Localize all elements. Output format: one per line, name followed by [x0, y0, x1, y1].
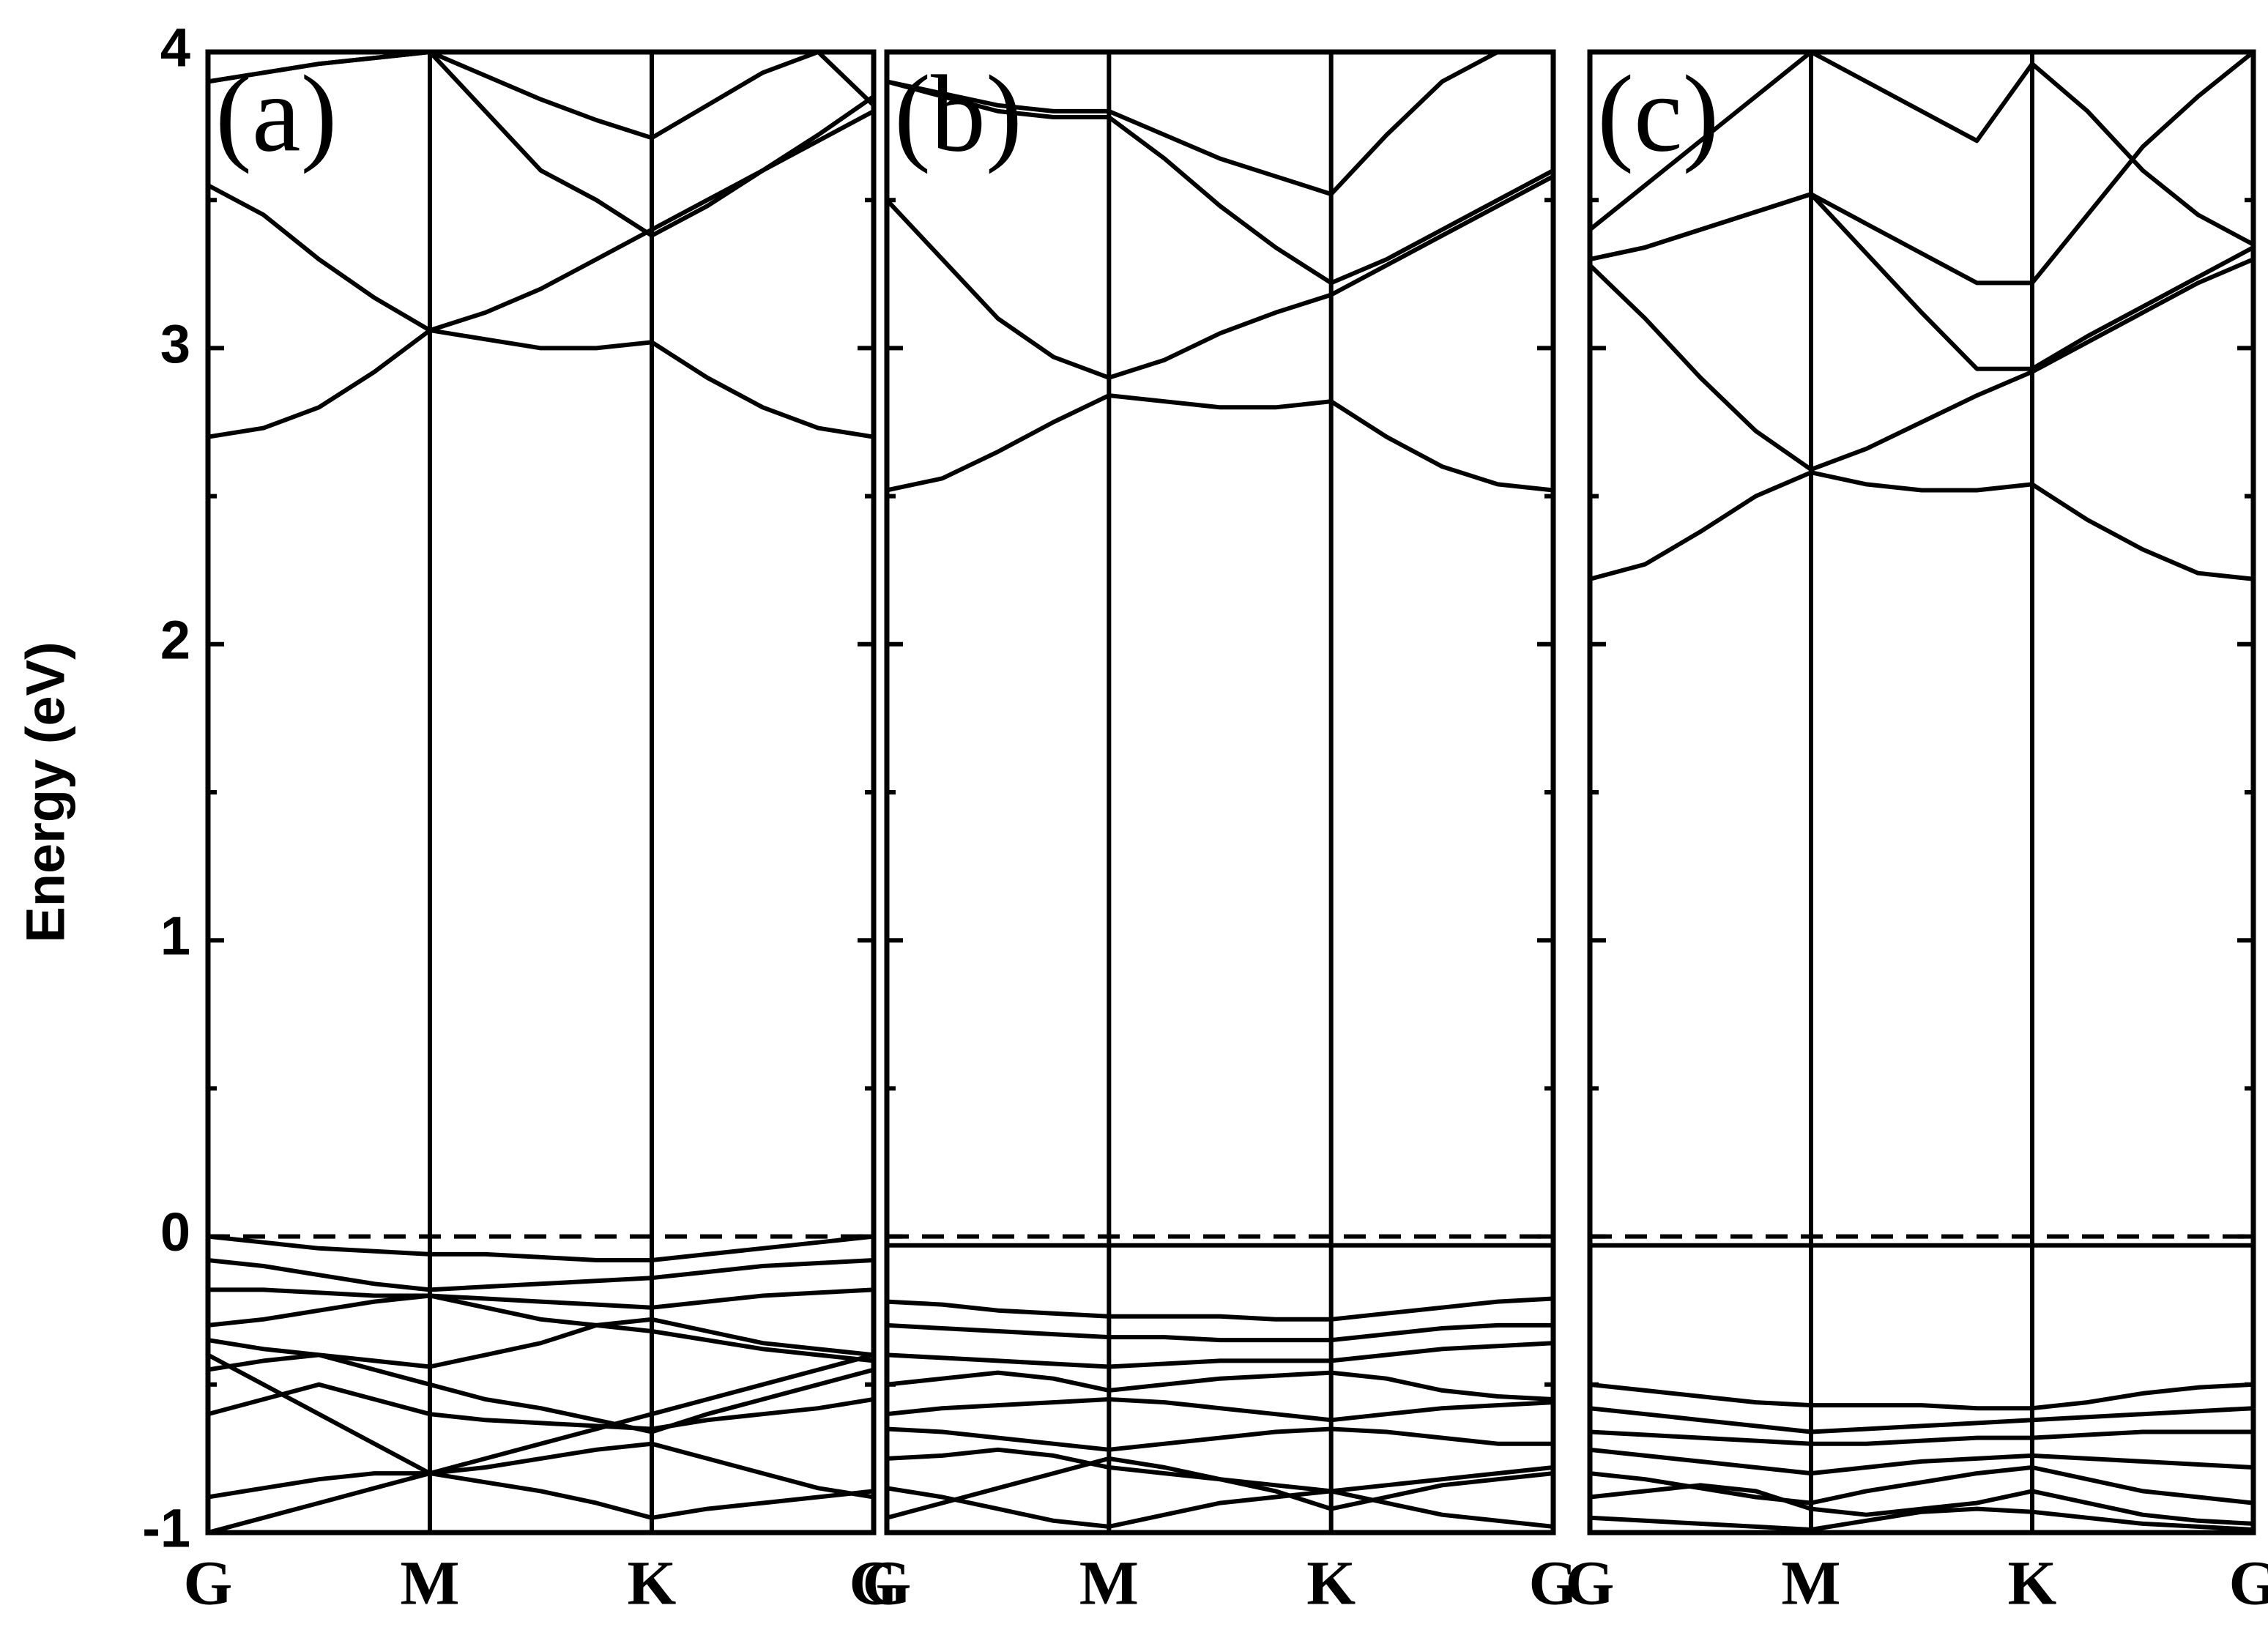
band-line	[1590, 52, 2253, 286]
band-line	[208, 52, 874, 141]
band-line	[208, 1258, 874, 1292]
panel	[887, 52, 1553, 1529]
x-tick-label: G	[2229, 1548, 2268, 1618]
y-tick-label: 2	[160, 609, 190, 670]
band-line	[208, 1471, 874, 1533]
band-line	[887, 79, 1553, 286]
band-line	[887, 1397, 1553, 1423]
x-tick-label: G	[1529, 1548, 1578, 1618]
band-line	[887, 1370, 1553, 1402]
band-line	[887, 1322, 1553, 1343]
panel-label: (b)	[894, 53, 1022, 174]
band-line	[208, 1352, 874, 1476]
band-line	[208, 1293, 874, 1363]
band-line	[887, 393, 1553, 493]
band-line	[1590, 1382, 2253, 1411]
band-line	[208, 1234, 874, 1262]
x-tick-label: G	[184, 1548, 233, 1618]
band-line	[208, 1287, 874, 1310]
x-tick-label: G	[849, 1548, 899, 1618]
band-line	[208, 1382, 874, 1432]
panel-label: (a)	[215, 53, 337, 174]
band-line	[887, 1426, 1553, 1452]
band-line	[1590, 470, 2253, 581]
y-tick-label: 1	[160, 906, 190, 967]
x-tick-label: M	[1079, 1548, 1139, 1618]
band-line	[1590, 192, 2253, 371]
x-tick-label: G	[1566, 1548, 1615, 1618]
y-tick-label: 4	[160, 18, 190, 78]
panel-frame	[1587, 49, 2256, 1536]
panel	[1590, 52, 2253, 1532]
band-line	[1590, 1447, 2253, 1476]
band-line	[1590, 1506, 2253, 1532]
x-tick-label: M	[1781, 1548, 1840, 1618]
x-tick-label: K	[2008, 1548, 2057, 1618]
band-line	[1590, 257, 2253, 472]
panel-label: (c)	[1597, 53, 1719, 174]
band-line	[208, 1352, 874, 1434]
band-line	[887, 52, 1553, 197]
x-tick-label: G	[863, 1548, 912, 1618]
band-line	[208, 1317, 874, 1369]
band-line	[1590, 1406, 2253, 1434]
y-tick-label: -1	[142, 1498, 190, 1559]
band-line	[1590, 1429, 2253, 1446]
band-line	[208, 328, 874, 439]
band-line	[1590, 1465, 2253, 1505]
x-tick-label: K	[1306, 1548, 1356, 1618]
band-line	[1590, 52, 2253, 247]
x-tick-label: M	[400, 1548, 459, 1618]
y-axis-label: Energy (eV)	[15, 641, 76, 942]
y-tick-label: 3	[160, 313, 190, 374]
band-line	[887, 1456, 1553, 1520]
x-tick-label: K	[628, 1548, 677, 1618]
band-line	[208, 1441, 874, 1500]
panel	[208, 52, 874, 1533]
band-line	[1590, 1483, 2253, 1526]
band-line	[887, 1296, 1553, 1322]
band-line	[887, 1341, 1553, 1369]
panel-frame	[884, 49, 1556, 1536]
band-line	[887, 174, 1553, 380]
panel-frame	[205, 49, 877, 1536]
y-tick-label: 0	[160, 1202, 190, 1262]
band-line	[887, 1486, 1553, 1529]
